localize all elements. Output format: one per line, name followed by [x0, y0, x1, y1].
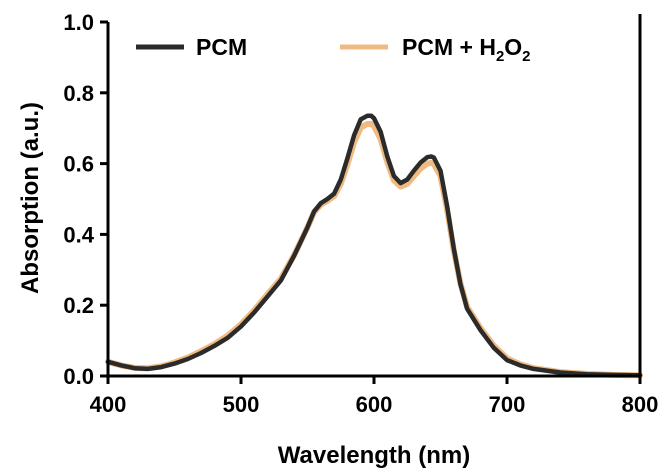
- legend-label-pcm: PCM: [196, 34, 247, 60]
- y-axis-title: Absorption (a.u.): [17, 102, 44, 294]
- axes: [106, 14, 642, 378]
- x-tick-label: 500: [223, 392, 260, 417]
- x-tick-label: 600: [356, 392, 393, 417]
- series-line-pcm-h2o2: [105, 121, 643, 379]
- x-axis-title: Wavelength (nm): [278, 442, 470, 469]
- legend-label-pcm-h2o2: PCM + H2O2: [402, 34, 531, 65]
- y-tick-label: 0.2: [63, 293, 94, 318]
- ticks: 400 500 600 700 800 0.0 0.2 0.4 0.6 0.8 1.0: [63, 10, 658, 417]
- series-line-pcm: [105, 113, 643, 378]
- y-tick-label: 0.4: [63, 222, 94, 247]
- x-tick-label: 700: [489, 392, 526, 417]
- legend: PCM PCM + H2O2: [136, 34, 531, 65]
- series-lines: [105, 113, 643, 379]
- y-tick-label: 0.8: [63, 81, 94, 106]
- y-tick-label: 0.6: [63, 152, 94, 177]
- y-tick-label: 1.0: [63, 10, 94, 35]
- y-tick-label: 0.0: [63, 364, 94, 389]
- x-tick-label: 400: [90, 392, 127, 417]
- x-tick-label: 800: [622, 392, 659, 417]
